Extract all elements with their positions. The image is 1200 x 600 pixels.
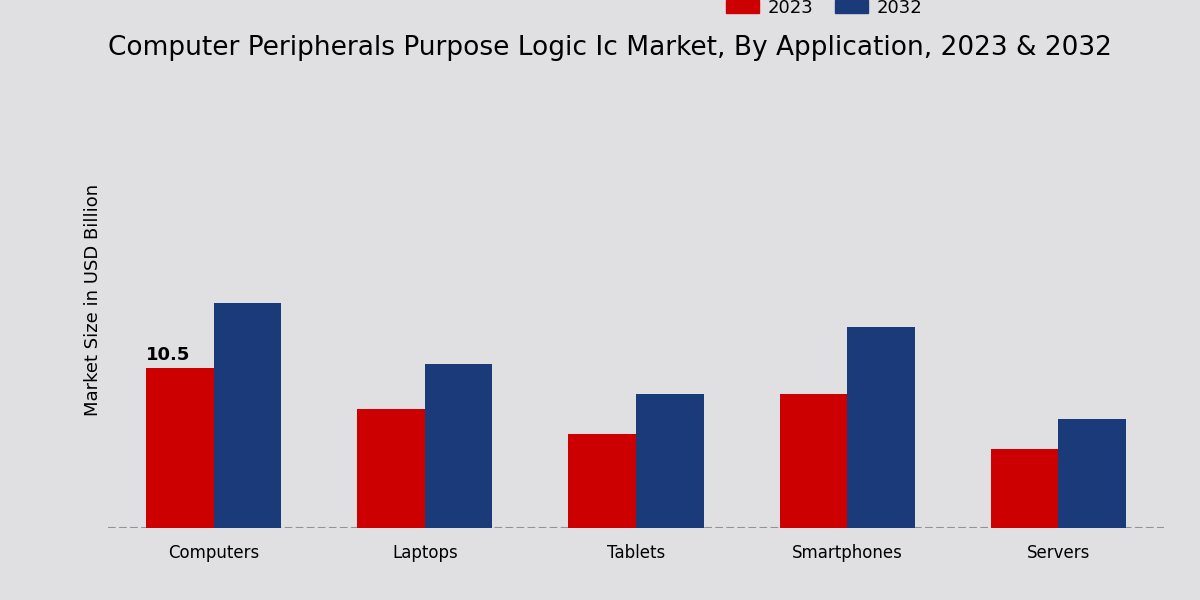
Bar bbox=[1058, 419, 1126, 528]
Bar bbox=[847, 328, 914, 528]
Bar bbox=[214, 303, 281, 528]
Bar bbox=[636, 394, 703, 528]
Bar bbox=[358, 409, 425, 528]
Text: 10.5: 10.5 bbox=[146, 346, 191, 364]
Bar bbox=[425, 364, 492, 528]
Text: Computer Peripherals Purpose Logic Ic Market, By Application, 2023 & 2032: Computer Peripherals Purpose Logic Ic Ma… bbox=[108, 35, 1112, 61]
Y-axis label: Market Size in USD Billion: Market Size in USD Billion bbox=[84, 184, 102, 416]
Legend: 2023, 2032: 2023, 2032 bbox=[726, 0, 923, 17]
Bar bbox=[569, 434, 636, 528]
Bar bbox=[991, 449, 1058, 528]
Bar bbox=[146, 368, 214, 528]
Bar bbox=[780, 394, 847, 528]
